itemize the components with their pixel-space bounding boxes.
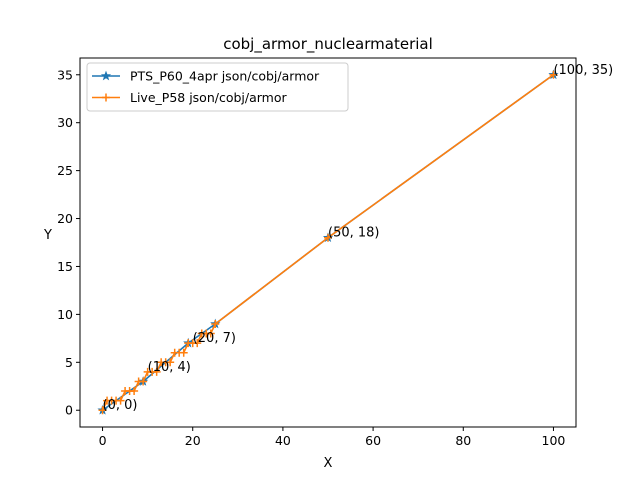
- legend-label: PTS_P60_4apr json/cobj/armor: [130, 69, 320, 84]
- x-tick-label: 80: [455, 433, 471, 448]
- x-tick-label: 60: [365, 433, 381, 448]
- y-tick-label: 20: [57, 211, 73, 226]
- y-tick-label: 10: [57, 307, 73, 322]
- point-annotation: (10, 4): [148, 360, 191, 375]
- chart-title: cobj_armor_nuclearmaterial: [223, 35, 433, 54]
- legend: PTS_P60_4apr json/cobj/armor Live_P58 jso…: [86, 62, 349, 112]
- axes-frame: [79, 57, 577, 428]
- x-axis-label: X: [324, 456, 333, 471]
- y-tick-label: 35: [57, 67, 73, 82]
- legend-label: Live_P58 json/cobj/armor: [130, 90, 288, 105]
- data-point: [179, 348, 188, 357]
- data-point: [549, 70, 558, 79]
- point-annotation: (50, 18): [328, 226, 380, 241]
- data-point: [116, 396, 125, 405]
- y-tick-label: 30: [57, 115, 73, 130]
- data-point: [166, 358, 175, 367]
- data-point: [130, 387, 139, 396]
- y-tick-label: 0: [65, 403, 73, 418]
- y-axis-label: Y: [43, 228, 52, 243]
- series-1: [98, 70, 558, 415]
- x-tick-label: 100: [542, 433, 566, 448]
- legend-marker: [100, 70, 112, 81]
- point-annotation: (0, 0): [103, 398, 138, 413]
- x-tick-label: 20: [185, 433, 201, 448]
- data-point: [193, 339, 202, 348]
- y-tick-label: 25: [57, 163, 73, 178]
- point-annotation: (20, 7): [193, 331, 236, 346]
- legend-marker: [102, 93, 110, 102]
- x-tick-label: 0: [99, 433, 107, 448]
- data-point: [211, 319, 220, 328]
- point-annotation: (100, 35): [553, 63, 613, 78]
- y-tick-label: 15: [57, 259, 73, 274]
- data-point: [98, 406, 107, 415]
- y-tick-label: 5: [65, 355, 73, 370]
- data-point: [324, 233, 332, 242]
- data-point: [206, 329, 215, 338]
- data-point: [152, 367, 161, 376]
- legend-box: [86, 62, 349, 112]
- data-point: [139, 377, 148, 386]
- x-tick-label: 40: [275, 433, 291, 448]
